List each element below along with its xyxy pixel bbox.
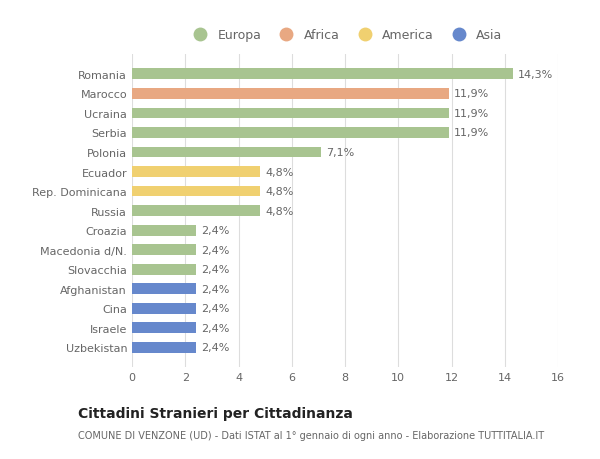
Text: 2,4%: 2,4% xyxy=(201,245,230,255)
Bar xyxy=(132,108,449,119)
Bar xyxy=(132,303,196,314)
Text: 4,8%: 4,8% xyxy=(265,167,293,177)
Bar xyxy=(132,128,449,139)
Text: 14,3%: 14,3% xyxy=(518,70,553,79)
Bar xyxy=(132,342,196,353)
Bar xyxy=(132,284,196,295)
Text: 2,4%: 2,4% xyxy=(201,265,230,274)
Bar xyxy=(132,206,260,217)
Bar xyxy=(132,225,196,236)
Text: 11,9%: 11,9% xyxy=(454,109,490,118)
Text: 2,4%: 2,4% xyxy=(201,343,230,353)
Text: 11,9%: 11,9% xyxy=(454,128,490,138)
Text: 4,8%: 4,8% xyxy=(265,187,293,196)
Bar xyxy=(132,69,513,80)
Bar xyxy=(132,186,260,197)
Text: 4,8%: 4,8% xyxy=(265,206,293,216)
Text: 2,4%: 2,4% xyxy=(201,304,230,313)
Text: 7,1%: 7,1% xyxy=(326,148,355,157)
Legend: Europa, Africa, America, Asia: Europa, Africa, America, Asia xyxy=(182,24,508,47)
Text: COMUNE DI VENZONE (UD) - Dati ISTAT al 1° gennaio di ogni anno - Elaborazione TU: COMUNE DI VENZONE (UD) - Dati ISTAT al 1… xyxy=(78,431,544,441)
Text: 2,4%: 2,4% xyxy=(201,226,230,235)
Bar xyxy=(132,89,449,100)
Text: 2,4%: 2,4% xyxy=(201,323,230,333)
Bar xyxy=(132,245,196,256)
Bar xyxy=(132,147,321,158)
Bar xyxy=(132,167,260,178)
Text: Cittadini Stranieri per Cittadinanza: Cittadini Stranieri per Cittadinanza xyxy=(78,406,353,420)
Text: 2,4%: 2,4% xyxy=(201,284,230,294)
Bar xyxy=(132,264,196,275)
Text: 11,9%: 11,9% xyxy=(454,89,490,99)
Bar xyxy=(132,323,196,334)
